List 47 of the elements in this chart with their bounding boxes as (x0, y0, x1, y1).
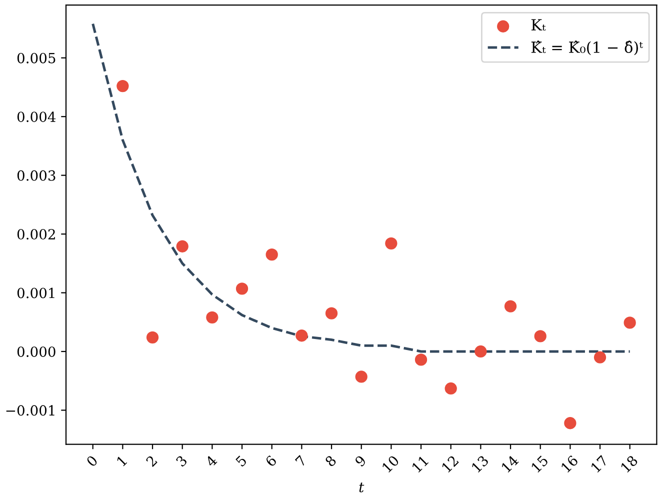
x-tick-label: 5 (235, 455, 248, 468)
x-tick-label: 3 (175, 454, 188, 468)
x-tick-label: 12 (441, 455, 459, 473)
x-tick-label: 17 (590, 454, 608, 473)
y-tick-label: 0.005 (17, 52, 56, 64)
point (146, 331, 159, 344)
x-tick-label: 6 (264, 454, 278, 468)
y-tick-label: 0.001 (17, 288, 54, 298)
point (624, 316, 636, 329)
point (444, 382, 457, 395)
point (296, 330, 308, 342)
legend-label: K̂ₜ = K̂₀(1 − δ̂)ᵗ (531, 40, 643, 56)
point (325, 307, 338, 320)
point (504, 300, 517, 312)
point (176, 240, 188, 252)
x-tick-label: 1 (116, 456, 128, 467)
x-tick-label: 8 (324, 454, 337, 468)
point (414, 354, 428, 366)
point (385, 237, 398, 250)
x-tick-label: 2 (145, 455, 158, 468)
x-tick-label: 13 (471, 454, 490, 473)
x-tick-label: 7 (294, 455, 307, 467)
y-tick-label: 0.004 (17, 112, 56, 122)
point (594, 351, 606, 364)
point (474, 345, 487, 358)
legend-label: Kₜ (531, 19, 546, 31)
x-tick-label: 0 (86, 454, 98, 468)
x-tick-label: 4 (204, 454, 218, 468)
y-tick-label: 0.002 (17, 229, 55, 240)
point (355, 370, 368, 383)
x-tick-label: 9 (354, 454, 367, 468)
point (266, 248, 278, 261)
point (116, 80, 129, 92)
point (534, 330, 546, 342)
point (236, 282, 248, 295)
x-tick-label: 10 (382, 454, 400, 473)
x-tick-label: 15 (530, 454, 549, 473)
y-tick-label: 0.003 (17, 170, 56, 181)
point (564, 417, 576, 430)
x-tick-label: 14 (500, 454, 519, 473)
x-axis-title: t (359, 482, 364, 492)
x-tick-label: 18 (620, 454, 638, 473)
y-tick-label: 0.000 (17, 346, 56, 357)
point (206, 311, 218, 324)
x-tick-label: 11 (411, 456, 429, 473)
x-tick-label: 16 (560, 454, 579, 473)
y-tick-label: −0.001 (6, 405, 54, 416)
